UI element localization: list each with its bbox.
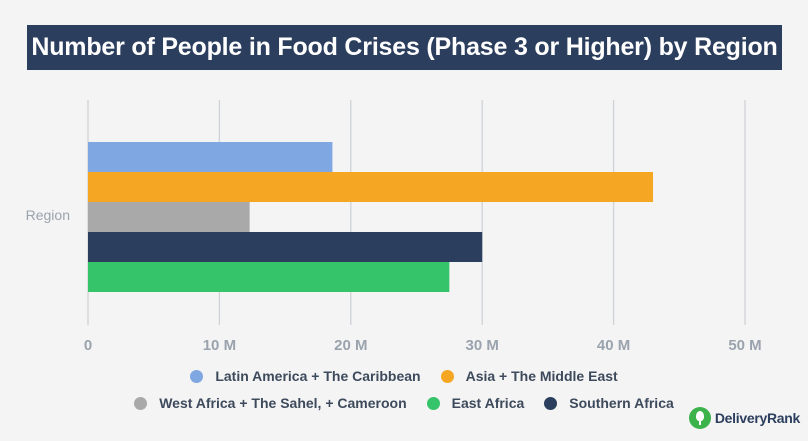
legend-item: West Africa + The Sahel, + Cameroon	[134, 395, 407, 411]
legend-label: Latin America + The Caribbean	[215, 368, 421, 384]
legend-item: Southern Africa	[544, 395, 674, 411]
x-tick-label: 50 M	[728, 337, 761, 354]
x-tick-label: 30 M	[466, 337, 499, 354]
x-tick-label: 0	[84, 337, 92, 354]
legend-dot-icon	[190, 369, 204, 383]
bar-latin-america-the-caribbean	[88, 142, 333, 172]
legend-item: Latin America + The Caribbean	[190, 368, 421, 384]
legend-label: Southern Africa	[569, 395, 674, 411]
legend-item: Asia + The Middle East	[440, 368, 618, 384]
delivery-rank-logo-icon	[688, 407, 711, 429]
bar-southern-africa	[88, 232, 483, 262]
x-tick-label: 20 M	[334, 337, 367, 354]
chart-title: Number of People in Food Crises (Phase 3…	[27, 25, 782, 70]
legend-label: Asia + The Middle East	[465, 368, 618, 384]
x-tick-label: 40 M	[597, 337, 630, 354]
legend-dot-icon	[134, 396, 148, 410]
legend-dot-icon	[426, 396, 440, 410]
x-tick-label: 10 M	[203, 337, 236, 354]
y-category-label: Region	[26, 207, 70, 223]
logo-text: DeliveryRank	[714, 410, 800, 426]
legend-dot-icon	[440, 369, 454, 383]
bar-west-africa-the-sahel-cameroon	[88, 202, 250, 232]
legend-label: East Africa	[451, 395, 525, 411]
legend-dot-icon	[544, 396, 558, 410]
legend-row: West Africa + The Sahel, + Cameroon East …	[0, 395, 808, 411]
legend-label: West Africa + The Sahel, + Cameroon	[159, 395, 407, 411]
legend-row: Latin America + The Caribbean Asia + The …	[0, 368, 808, 384]
bar-asia-the-middle-east	[88, 172, 654, 202]
bar-east-africa	[88, 262, 450, 292]
legend-item: East Africa	[426, 395, 525, 411]
logo: DeliveryRank	[688, 407, 800, 429]
